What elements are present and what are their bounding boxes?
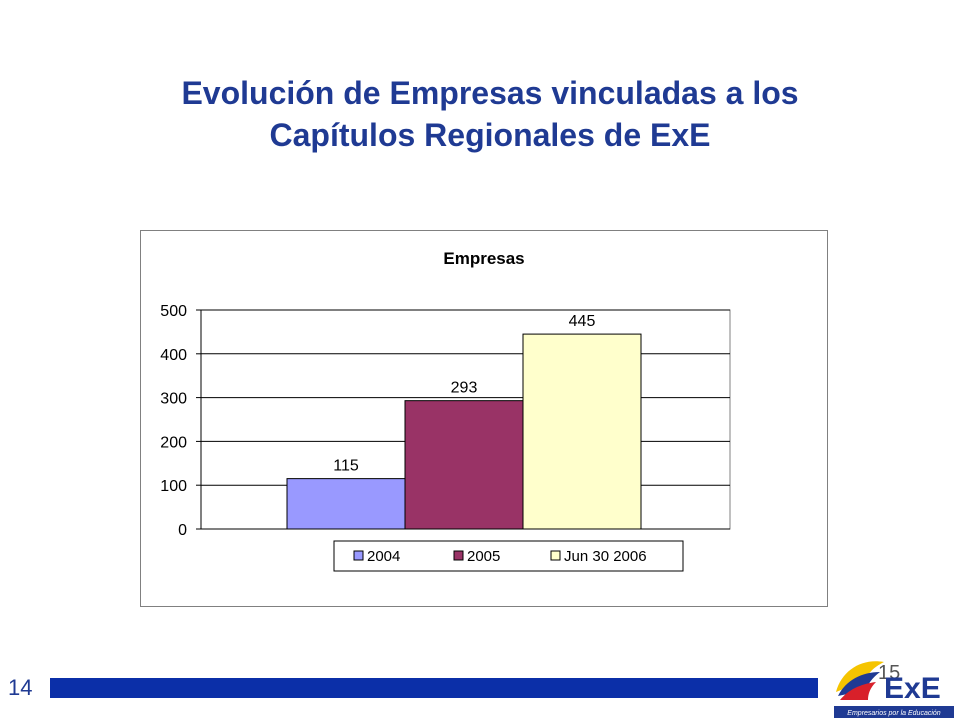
slide-title-line2: Capítulos Regionales de ExE xyxy=(269,117,711,153)
data-label: 445 xyxy=(569,313,596,330)
page-number: 14 xyxy=(8,675,33,700)
chart-title: Empresas xyxy=(443,249,524,268)
data-label: 293 xyxy=(451,380,478,397)
chart-frame: Empresas 0 100 200 300 400 500 115 293 445 2004 200… xyxy=(140,230,828,607)
svg-text:Empresarios por la Educación: Empresarios por la Educación xyxy=(847,710,940,717)
footer-bar xyxy=(50,678,818,698)
legend-label: Jun 30 2006 xyxy=(564,548,647,565)
legend-swatch xyxy=(353,550,364,561)
legend-swatch xyxy=(550,550,561,561)
legend-swatch xyxy=(453,550,464,561)
y-tick-label: 200 xyxy=(160,434,187,451)
y-tick-label: 400 xyxy=(160,347,187,364)
legend xyxy=(333,540,684,572)
y-tick-label: 300 xyxy=(160,391,187,408)
y-tick-label: 100 xyxy=(160,478,187,495)
y-tick-label: 0 xyxy=(178,522,187,539)
svg-text:ExE: ExE xyxy=(884,672,941,705)
legend-label: 2005 xyxy=(467,548,500,565)
bar-chart: Empresas 0 100 200 300 400 500 115 293 445 2004 200… xyxy=(160,249,731,572)
page-number-secondary: 15 xyxy=(878,662,901,684)
y-tick-label: 500 xyxy=(160,303,187,320)
bar-2004 xyxy=(286,478,406,530)
exe-logo: ExE Empresarios por la Educación xyxy=(832,650,956,720)
bar-2005 xyxy=(404,400,524,530)
bar-jun-30-2006 xyxy=(522,333,642,530)
legend-label: 2004 xyxy=(367,548,400,565)
slide-title: Evolución de Empresas vinculadas a los C… xyxy=(60,72,920,156)
data-label: 115 xyxy=(333,458,359,475)
slide-title-line1: Evolución de Empresas vinculadas a los xyxy=(181,75,799,111)
